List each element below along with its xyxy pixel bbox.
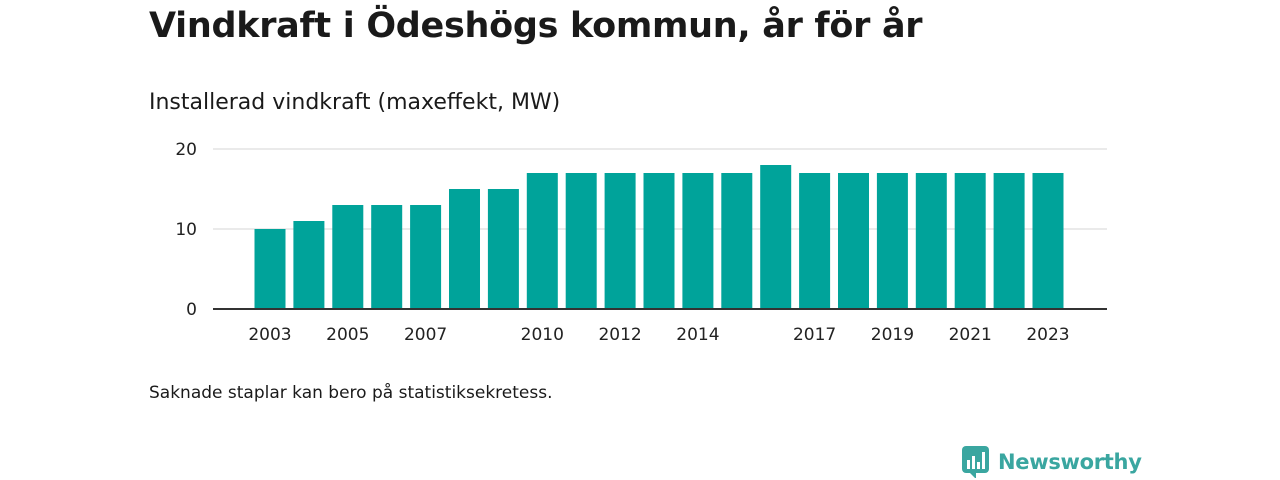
x-tick-label: 2012 bbox=[598, 325, 641, 345]
bar-2006 bbox=[371, 205, 403, 309]
x-tick-label: 2010 bbox=[521, 325, 564, 345]
x-tick-label: 2014 bbox=[676, 325, 719, 345]
bar-2003 bbox=[254, 229, 286, 309]
x-tick-label: 2019 bbox=[871, 325, 914, 345]
x-tick-label: 2021 bbox=[949, 325, 992, 345]
chart-subtitle: Installerad vindkraft (maxeffekt, MW) bbox=[149, 90, 561, 115]
y-tick-label: 10 bbox=[175, 220, 197, 240]
bar-2016 bbox=[760, 165, 792, 309]
bar-2009 bbox=[487, 189, 519, 309]
bar-2013 bbox=[643, 173, 675, 309]
bar-2004 bbox=[293, 221, 325, 309]
bar-2021 bbox=[954, 173, 986, 309]
y-tick-label: 20 bbox=[175, 140, 197, 160]
x-tick-label: 2005 bbox=[326, 325, 369, 345]
x-tick-label: 2017 bbox=[793, 325, 836, 345]
bar-2012 bbox=[604, 173, 636, 309]
chart-title: Vindkraft i Ödeshögs kommun, år för år bbox=[149, 6, 923, 46]
bar-2014 bbox=[682, 173, 714, 309]
footnote: Saknade staplar kan bero på statistiksek… bbox=[149, 383, 553, 403]
bar-2022 bbox=[993, 173, 1025, 309]
newsworthy-logo-icon bbox=[962, 446, 989, 478]
bar-chart: 0 10 20 2003 2005 2007 2010 2012 2014 2017 2019 20… bbox=[175, 140, 1107, 345]
bar-2019 bbox=[876, 173, 908, 309]
bar-2008 bbox=[449, 189, 480, 309]
bar-2007 bbox=[410, 205, 442, 309]
brand-name: Newsworthy bbox=[998, 450, 1142, 474]
brand-logo: Newsworthy bbox=[962, 446, 1142, 478]
bar-2010 bbox=[526, 173, 558, 309]
bar-2020 bbox=[915, 173, 947, 309]
bar-2018 bbox=[838, 173, 869, 309]
bar-2005 bbox=[332, 205, 364, 309]
bar-2023 bbox=[1032, 173, 1064, 309]
y-tick-label: 0 bbox=[186, 300, 197, 320]
bar-2017 bbox=[799, 173, 831, 309]
bar-2015 bbox=[721, 173, 753, 309]
bar-2011 bbox=[565, 173, 597, 309]
x-tick-label: 2023 bbox=[1026, 325, 1069, 345]
x-tick-label: 2007 bbox=[404, 325, 447, 345]
x-tick-label: 2003 bbox=[248, 325, 291, 345]
